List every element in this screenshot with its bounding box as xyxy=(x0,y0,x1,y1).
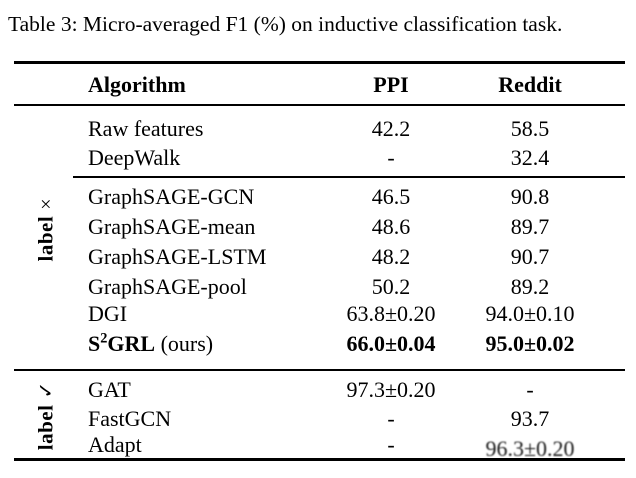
column-header-ppi: PPI xyxy=(373,72,409,97)
reddit-value-cell: 94.0±0.10 xyxy=(485,301,575,326)
reddit-value-cell: 95.0±0.02 xyxy=(485,331,575,356)
ppi-value-cell: 42.2 xyxy=(371,116,411,141)
table-row: GraphSAGE-mean 48.6 89.7 xyxy=(0,212,636,242)
table-row: DGI 63.8±0.20 94.0±0.10 xyxy=(0,299,636,329)
reddit-value-cell: 89.2 xyxy=(510,274,550,299)
algorithm-cell: GraphSAGE-mean xyxy=(88,214,256,239)
reddit-value-cell: 90.7 xyxy=(510,244,550,269)
ppi-value-cell: 63.8±0.20 xyxy=(346,301,436,326)
algorithm-cell: Raw features xyxy=(88,116,204,141)
method-name: S xyxy=(88,331,101,356)
reddit-value-cell: 93.7 xyxy=(510,406,550,431)
table-header-row: Algorithm PPI Reddit xyxy=(0,70,636,100)
algorithm-cell: GraphSAGE-LSTM xyxy=(88,244,267,269)
ppi-value-cell: 97.3±0.20 xyxy=(346,377,436,402)
algorithm-cell: GAT xyxy=(88,377,131,402)
algorithm-cell: FastGCN xyxy=(88,406,172,431)
method-superscript: 2 xyxy=(100,330,108,347)
table-row: FastGCN - 93.7 xyxy=(0,404,636,434)
column-header-algorithm: Algorithm xyxy=(88,72,186,97)
reddit-value-cell: 90.8 xyxy=(510,184,550,209)
table-row: DeepWalk - 32.4 xyxy=(0,143,636,173)
algorithm-cell: GraphSAGE-pool xyxy=(88,274,247,299)
ppi-value-cell: 46.5 xyxy=(371,184,411,209)
ppi-value-cell: 66.0±0.04 xyxy=(346,331,436,356)
top-rule xyxy=(14,61,625,64)
bottom-rule xyxy=(14,458,625,461)
reddit-value-cell: 58.5 xyxy=(510,116,550,141)
algorithm-cell: Adapt xyxy=(88,431,142,457)
reddit-value-cell: - xyxy=(526,377,534,402)
table-row: GraphSAGE-LSTM 48.2 90.7 xyxy=(0,242,636,272)
table-row-ours: S2GRL (ours) 66.0±0.04 95.0±0.02 xyxy=(0,329,636,359)
table-row: GraphSAGE-pool 50.2 89.2 xyxy=(0,272,636,302)
column-header-reddit: Reddit xyxy=(498,72,562,97)
table-row: GAT 97.3±0.20 - xyxy=(0,375,636,405)
reddit-value-cell: 32.4 xyxy=(510,145,550,170)
reddit-value-cell: 89.7 xyxy=(510,214,550,239)
ppi-value-cell: - xyxy=(387,145,395,170)
ppi-value-cell: 48.2 xyxy=(371,244,411,269)
table-row: GraphSAGE-GCN 46.5 90.8 xyxy=(0,182,636,212)
header-rule xyxy=(14,104,625,106)
algorithm-cell: S2GRL (ours) xyxy=(88,329,326,359)
algorithm-cell: DeepWalk xyxy=(88,145,181,170)
method-name-rest: GRL xyxy=(107,331,156,356)
algorithm-cell: GraphSAGE-GCN xyxy=(88,184,255,209)
clipped-value: 96.3±0.20 xyxy=(485,435,575,459)
mid-rule-2 xyxy=(14,369,625,371)
ppi-value-cell: 50.2 xyxy=(371,274,411,299)
mid-rule-1 xyxy=(73,176,625,178)
ppi-value-cell: - xyxy=(387,431,395,457)
ppi-value-cell: 48.6 xyxy=(371,214,411,239)
ours-note: (ours) xyxy=(155,331,214,356)
table-caption: Table 3: Micro-averaged F1 (%) on induct… xyxy=(8,12,563,36)
table-row: Raw features 42.2 58.5 xyxy=(0,114,636,144)
reddit-value-cell: 96.3±0.20 xyxy=(465,431,595,459)
ppi-value-cell: - xyxy=(387,406,395,431)
algorithm-cell: DGI xyxy=(88,301,128,326)
table-row: Adapt - 96.3±0.20 xyxy=(0,431,636,459)
